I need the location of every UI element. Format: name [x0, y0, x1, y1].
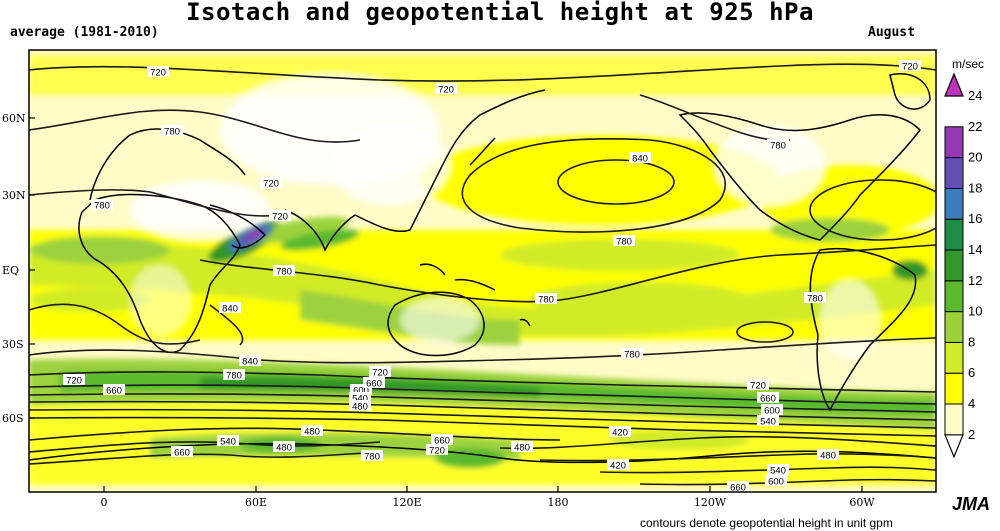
lon-tick-label: 60E [245, 496, 267, 509]
contour-label: 540 [760, 417, 776, 428]
contour-label: 780 [164, 127, 180, 138]
colorbar-segment [944, 341, 964, 374]
colorbar-tick-label: 20 [968, 150, 982, 165]
colorbar-segment [944, 372, 964, 405]
month-label: August [868, 25, 915, 40]
colorbar-tick-label: 4 [968, 396, 975, 411]
contour-label: 660 [174, 448, 190, 459]
chart-title: Isotach and geopotential height at 925 h… [186, 0, 814, 26]
colorbar-segment [944, 157, 964, 189]
jma-logo: JMA [952, 494, 991, 514]
colorbar-segment [944, 126, 964, 159]
contour-label: 480 [514, 443, 530, 454]
contour-label: 780 [616, 237, 632, 248]
contour-label: 720 [902, 62, 918, 73]
contour-label: 780 [364, 452, 380, 463]
lon-tick-label: 0 [101, 496, 108, 509]
lat-tick-label: EQ [2, 264, 19, 277]
lon-tick-label: 60W [849, 496, 875, 509]
contour-label: 780 [624, 350, 640, 361]
map-frame [28, 49, 937, 493]
colorbar-tick-label: 2 [968, 427, 975, 442]
lon-tick-label: 120E [392, 496, 421, 509]
latitude-axis: 60N 30N EQ 30S 60S [2, 112, 35, 425]
contour-label: 720 [429, 446, 445, 457]
contour-label: 480 [352, 402, 368, 413]
contour-label: 540 [352, 394, 368, 405]
contour-label: 660 [106, 386, 122, 397]
longitude-axis: 0 60E 120E 180 120W 60W [101, 486, 875, 509]
contour-label: 540 [770, 466, 786, 477]
contour-label: 840 [222, 304, 238, 315]
colorbar-segment [944, 311, 964, 343]
colorbar-tick-label: 18 [968, 180, 982, 195]
colorbar-segment [944, 187, 964, 220]
contour-label: 840 [242, 357, 258, 368]
contour-label: 420 [610, 461, 626, 472]
contour-label: 480 [276, 443, 292, 454]
contour-label: 660 [730, 483, 746, 494]
contour-label: 480 [304, 427, 320, 438]
contour-label: 720 [438, 85, 454, 96]
contour-footnote: contours denote geopotential height in u… [640, 516, 893, 530]
contour-label: 660 [434, 436, 450, 447]
contour-label: 720 [372, 368, 388, 379]
colorbar-tick-label: 14 [968, 242, 982, 257]
contour-label: 720 [150, 68, 166, 79]
contour-label: 780 [538, 295, 554, 306]
lat-tick-label: 30N [2, 189, 26, 202]
contour-label: 720 [263, 179, 279, 190]
contour-label: 780 [770, 141, 786, 152]
contour-label: 780 [94, 201, 110, 212]
colorbar-unit-label: m/sec [952, 57, 985, 71]
contour-label: 720 [272, 212, 288, 223]
contour-label: 660 [366, 379, 382, 390]
lat-tick-label: 60S [2, 412, 24, 425]
colorbar-segment [944, 280, 964, 313]
contour-label: 780 [276, 267, 292, 278]
lat-tick-label: 30S [2, 338, 24, 351]
contour-label: 720 [66, 376, 82, 387]
colorbar-segment [944, 403, 964, 436]
colorbar-segment [944, 218, 964, 251]
contour-label: 600 [764, 406, 780, 417]
colorbar-tick-label: 12 [968, 273, 982, 288]
colorbar-tick-label: 6 [968, 365, 975, 380]
period-label: average (1981-2010) [10, 25, 159, 40]
contour-label: 780 [807, 294, 823, 305]
contour-label: 600 [353, 386, 369, 397]
geopotential-contours [29, 63, 936, 486]
contour-label: 420 [612, 428, 628, 439]
colorbar-max-triangle [944, 72, 964, 97]
colorbar-tick-label: 24 [968, 88, 982, 103]
contour-label: 600 [768, 477, 784, 488]
lat-tick-label: 60N [2, 112, 26, 125]
lon-tick-label: 180 [548, 496, 569, 509]
colorbar-tick-label: 8 [968, 334, 975, 349]
colorbar-tick-label: 10 [968, 304, 982, 319]
coastlines [29, 73, 936, 464]
contour-label: 540 [220, 437, 236, 448]
colorbar-segment [944, 249, 964, 282]
contour-label: 660 [760, 394, 776, 405]
contour-label: 840 [632, 154, 648, 165]
colorbar-min-triangle [944, 434, 964, 459]
lon-tick-label: 120W [694, 496, 727, 509]
colorbar-tick-label: 16 [968, 211, 982, 226]
colorbar-tick-label: 22 [968, 119, 982, 134]
contour-label: 780 [226, 371, 242, 382]
contour-label: 720 [750, 381, 766, 392]
contour-label: 480 [820, 451, 836, 462]
